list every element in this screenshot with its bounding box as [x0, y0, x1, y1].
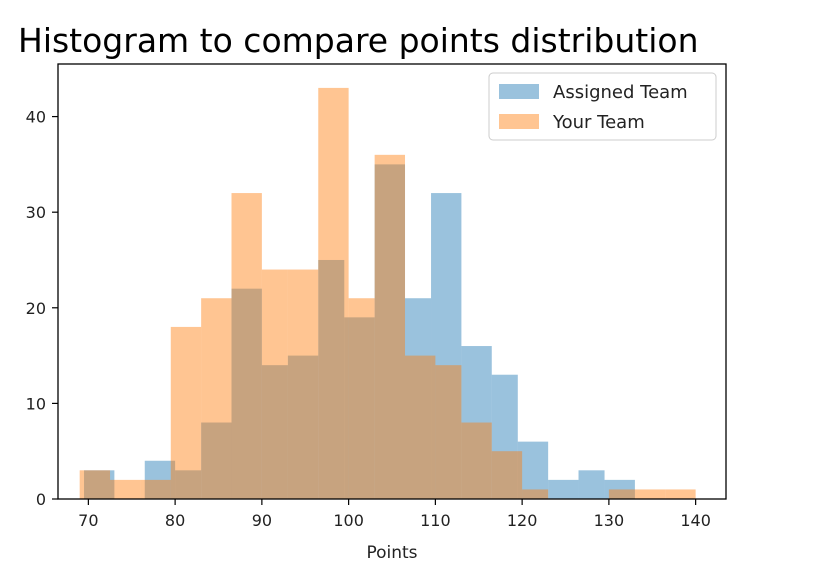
bar-series-0-bin-8	[318, 259, 345, 499]
bar-series-0-bin-0	[84, 470, 115, 499]
bar-series-1-bin-13	[461, 422, 492, 499]
bar-series-1-bin-1	[110, 479, 141, 499]
x-tick-label: 90	[252, 511, 272, 530]
bar-series-1-bin-14	[491, 451, 523, 499]
bar-series-0-bin-14	[491, 374, 518, 499]
bar-series-1-bin-10	[374, 154, 406, 500]
bar-series-0-bin-18	[604, 479, 635, 499]
bar-series-1-bin-11	[405, 355, 436, 499]
bar-series-1-bin-18	[608, 489, 635, 499]
bar-series-1-bin-3	[170, 326, 202, 499]
bar-series-1-bin-15	[522, 489, 549, 499]
bar-series-0-bin-13	[461, 346, 492, 499]
bar-series-0-bin-7	[287, 355, 319, 499]
bar-series-1-bin-9	[348, 298, 375, 499]
y-tick-label: 40	[26, 108, 46, 127]
x-tick-label: 130	[594, 511, 625, 530]
x-tick-label: 100	[333, 511, 364, 530]
bar-series-0-bin-4	[201, 422, 232, 499]
bar-series-0-bin-5	[231, 288, 262, 499]
x-tick-label: 70	[78, 511, 98, 530]
x-axis-label: Points	[366, 543, 417, 563]
bar-series-1-bin-0	[79, 470, 111, 499]
bar-series-1-bin-2	[140, 479, 171, 499]
y-tick-label: 10	[26, 394, 46, 413]
legend-label: Assigned Team	[553, 82, 688, 103]
bar-series-0-bin-15	[517, 441, 549, 499]
bar-series-1-bin-6	[261, 269, 288, 499]
bar-series-0-bin-10	[374, 164, 406, 499]
bars-layer	[79, 87, 696, 500]
bar-series-1-bin-19	[634, 489, 666, 499]
chart-title: Histogram to compare points distribution	[18, 21, 698, 60]
bar-series-1-bin-7	[287, 269, 319, 499]
legend: Assigned Team Your Team	[488, 72, 717, 141]
y-axis: 0 10 20 30 40	[26, 108, 58, 509]
bar-series-0-bin-16	[548, 479, 579, 499]
bar-series-1-bin-4	[201, 298, 232, 499]
y-tick-label: 0	[36, 490, 46, 509]
bar-series-1-bin-8	[318, 87, 349, 500]
bar-series-0-bin-12	[431, 193, 462, 500]
bar-series-1-bin-12	[435, 365, 462, 499]
bar-series-0-bin-6	[261, 365, 288, 499]
x-tick-label: 140	[680, 511, 711, 530]
x-tick-label: 80	[165, 511, 185, 530]
x-axis: 70 80 90 100 110 120 130 140	[78, 499, 711, 530]
legend-swatch	[499, 84, 539, 99]
legend-label: Your Team	[552, 112, 645, 133]
bar-series-1-bin-5	[231, 193, 262, 500]
bar-series-0-bin-17	[578, 470, 605, 499]
bar-series-0-bin-11	[405, 298, 432, 499]
y-tick-label: 30	[26, 203, 46, 222]
legend-swatch	[499, 114, 539, 129]
bar-series-1-bin-20	[665, 489, 696, 499]
plot-area-frame	[57, 63, 727, 500]
x-tick-label: 110	[420, 511, 451, 530]
bar-series-0-bin-3	[175, 470, 202, 499]
y-tick-label: 20	[26, 299, 46, 318]
legend-box	[488, 72, 717, 141]
bar-series-0-bin-9	[344, 317, 375, 499]
bar-series-0-bin-2	[144, 460, 176, 499]
x-tick-label: 120	[507, 511, 538, 530]
